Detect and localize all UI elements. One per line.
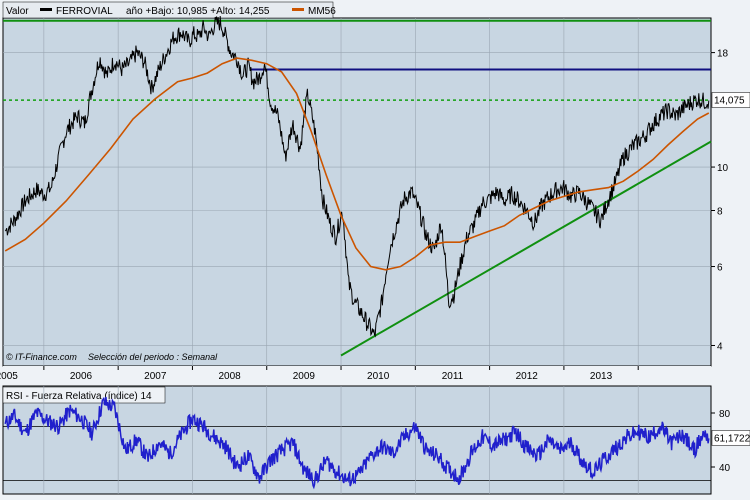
x-tick-label: 2008 — [218, 371, 241, 382]
range-text: año +Bajo: 10,985 +Alto: 14,255 — [126, 6, 270, 17]
price-last-value-label: 14,075 — [714, 95, 745, 106]
x-tick-label: 2009 — [293, 371, 316, 382]
ma-label: MM56 — [308, 6, 336, 17]
price-ytick-label: 10 — [717, 163, 729, 174]
rsi-ytick-label: 40 — [719, 463, 731, 474]
x-axis: 2005 2006 2007 2008 2009 2010 2011 2012 2013 — [0, 366, 639, 382]
rsi-last-value-box — [711, 430, 750, 446]
value-label: Valor — [6, 6, 29, 17]
x-tick-label: 2013 — [590, 371, 613, 382]
price-last-value-box — [711, 92, 750, 108]
rsi-title: RSI - Fuerza Relativa (índice) 14 — [6, 391, 152, 402]
price-ytick-label: 18 — [717, 49, 729, 60]
price-reference-lines — [3, 19, 712, 357]
x-tick-label: 2012 — [516, 371, 539, 382]
x-tick-label: 2005 — [0, 371, 18, 382]
rsi-ytick-label: 80 — [719, 409, 731, 420]
trend-line-line — [340, 140, 712, 357]
x-tick-label: 2011 — [442, 371, 464, 382]
legend-header — [2, 1, 334, 19]
price-legend-swatch — [40, 8, 52, 11]
x-tick-label: 2006 — [70, 371, 93, 382]
price-ytick-label: 8 — [717, 207, 723, 218]
price-ytick-label: 4 — [717, 341, 723, 352]
rsi-title-box — [2, 386, 166, 404]
rsi-series-group — [4, 396, 710, 490]
price-y-axis: 4 6 8 10 18 14,075 — [711, 49, 750, 352]
price-ytick-label: 6 — [717, 263, 723, 274]
price-plot-background — [2, 17, 712, 367]
ma-legend-swatch — [292, 8, 304, 11]
x-tick-label: 2010 — [367, 371, 390, 382]
ma-series-line — [4, 57, 710, 271]
price-series-line — [4, 15, 710, 338]
rsi-y-axis: 40 80 61,1722 — [711, 409, 750, 474]
rsi-last-value-label: 61,1722 — [714, 433, 750, 444]
source-credit: © IT-Finance.com — [6, 352, 77, 362]
security-name: FERROVIAL — [56, 6, 113, 17]
rsi-series-line — [4, 396, 710, 490]
x-tick-label: 2007 — [144, 371, 167, 382]
price-series-group — [4, 15, 710, 338]
period-text: Selección del periodo : Semanal — [88, 352, 218, 362]
x-axis-strip — [3, 366, 711, 382]
